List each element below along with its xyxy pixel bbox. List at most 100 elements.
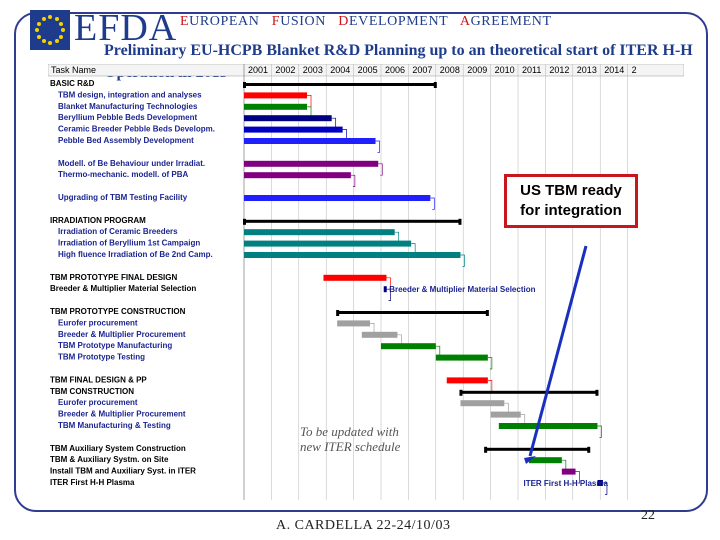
- year-label: 2013: [577, 65, 597, 75]
- year-label: 2: [632, 65, 637, 75]
- task-row-label: TBM CONSTRUCTION: [50, 387, 134, 396]
- callout-arrowhead-icon: [524, 456, 536, 464]
- task-bar: [383, 286, 387, 293]
- task-row-label: ITER First H-H Plasma: [50, 478, 135, 487]
- dependency-line: [487, 380, 493, 393]
- task-row-label: Irradiation of Beryllium 1st Campaign: [58, 239, 200, 248]
- year-label: 2001: [248, 65, 268, 75]
- task-bar: [597, 480, 603, 486]
- year-label: 2014: [604, 65, 624, 75]
- summary-bar-cap-start: [243, 82, 246, 88]
- flag-star-icon: [54, 16, 59, 21]
- summary-bar-cap-end: [595, 389, 599, 396]
- summary-bar-cap-start: [336, 310, 340, 316]
- callout-line-2: for integration: [520, 202, 622, 219]
- task-row-label: Eurofer procurement: [58, 318, 138, 327]
- task-bar: [381, 343, 436, 350]
- dependency-line: [430, 197, 435, 210]
- dependency-line: [307, 95, 312, 108]
- inline-bar-label: ITER First H-H Plasma: [523, 479, 608, 488]
- task-bar: [498, 423, 598, 429]
- task-row-label: Irradiation of Ceramic Breeders: [58, 227, 178, 236]
- flag-star-icon: [54, 39, 59, 44]
- flag-star-icon: [61, 28, 65, 32]
- gantt-chart: Task Name 2001 2002 2003 2004 2005 2006 2007 200…: [48, 64, 684, 500]
- summary-bar-cap-end: [587, 446, 591, 453]
- year-label: 2003: [303, 65, 323, 75]
- task-bar: [244, 103, 308, 110]
- summary-bar-cap-end: [433, 82, 437, 88]
- schedule-note: To be updated with new ITER schedule: [300, 424, 400, 454]
- task-bar: [244, 160, 379, 167]
- task-bar: [337, 320, 371, 327]
- org-word-2-initial: F: [271, 14, 281, 29]
- year-label: 2002: [275, 65, 295, 75]
- dependency-line: [375, 140, 380, 153]
- org-word-3-initial: D: [338, 14, 349, 29]
- task-bar: [244, 172, 351, 179]
- year-label: 2011: [522, 65, 541, 75]
- task-bar: [244, 92, 308, 99]
- task-bar: [244, 115, 332, 122]
- year-label: 2005: [358, 65, 378, 75]
- summary-bar-cap-start: [484, 446, 488, 453]
- gantt-header-bg: [48, 64, 684, 77]
- task-bar: [435, 354, 488, 361]
- summary-bar-cap-start: [243, 218, 246, 225]
- task-row-label: TBM & Auxiliary Systm. on Site: [50, 455, 169, 464]
- task-row-label: TBM Manufacturing & Testing: [58, 421, 171, 430]
- org-word-4-initial: A: [459, 14, 471, 29]
- summary-bar-cap-end: [485, 310, 489, 316]
- task-bar: [561, 468, 576, 475]
- flag-star-icon: [41, 39, 46, 44]
- task-row-label: Breeder & Multiplier Material Selection: [50, 284, 196, 293]
- task-row-label: Beryllium Pebble Beds Development: [58, 113, 197, 122]
- task-row-label: Breeder & Multiplier Procurement: [58, 410, 186, 419]
- note-line-2: new ITER schedule: [300, 439, 401, 454]
- page-number: 22: [641, 508, 655, 523]
- dependency-line: [487, 357, 493, 370]
- org-word-1-initial: E: [180, 14, 190, 29]
- task-bar: [244, 138, 376, 144]
- dependency-line: [350, 174, 356, 187]
- flag-star-icon: [36, 21, 41, 26]
- year-label: 2009: [467, 65, 487, 75]
- summary-bar: [244, 83, 436, 86]
- task-row-label: Upgrading of TBM Testing Facility: [58, 193, 188, 202]
- inline-bar-label: Breeder & Multiplier Material Selection: [389, 285, 535, 294]
- slide-frame: [14, 12, 708, 512]
- task-row-label: BASIC R&D: [50, 79, 95, 88]
- task-bar: [446, 377, 488, 384]
- dependency-line: [602, 482, 608, 495]
- task-row-label: Pebble Bed Assembly Development: [58, 136, 194, 145]
- org-word-4-rest: GREEMENT: [470, 14, 552, 29]
- task-row-label: Thermo-mechanic. modell. of PBA: [58, 170, 188, 179]
- dependency-line: [575, 471, 580, 484]
- task-row-label: High fluence Irradiation of Be 2nd Camp.: [58, 250, 213, 259]
- year-label: 2010: [495, 65, 515, 75]
- flag-star-icon: [48, 41, 52, 45]
- task-bar: [323, 274, 387, 281]
- year-label: 2012: [549, 65, 569, 75]
- task-row-label: Eurofer procurement: [58, 398, 138, 407]
- task-bar: [460, 400, 505, 407]
- flag-star-icon: [48, 15, 52, 19]
- org-name: EUROPEAN FUSION DEVELOPMENT AGREEMENT: [180, 14, 552, 30]
- task-row-label: TBM FINAL DESIGN & PP: [50, 375, 147, 384]
- task-row-label: Blanket Manufacturing Technologies: [58, 102, 198, 111]
- task-row-label: TBM Prototype Testing: [58, 353, 145, 362]
- flag-star-icon: [36, 34, 41, 39]
- year-label: 2008: [440, 65, 460, 75]
- task-row-label: TBM PROTOTYPE FINAL DESIGN: [50, 273, 177, 282]
- callout-us-tbm: US TBM ready for integration: [504, 174, 638, 228]
- year-label: 2004: [330, 65, 350, 75]
- task-bar: [244, 126, 343, 133]
- year-label: 2007: [412, 65, 432, 75]
- task-row-label: Modell. of Be Behaviour under Irradiat.: [58, 159, 205, 168]
- task-bar: [490, 411, 521, 418]
- org-word-1-rest: UROPEAN: [189, 14, 260, 29]
- task-row-label: TBM design, integration and analyses: [58, 90, 202, 99]
- task-row-label: Ceramic Breeder Pebble Beds Developm.: [58, 125, 215, 134]
- flag-star-icon: [59, 34, 64, 39]
- note-line-1: To be updated with: [300, 424, 399, 439]
